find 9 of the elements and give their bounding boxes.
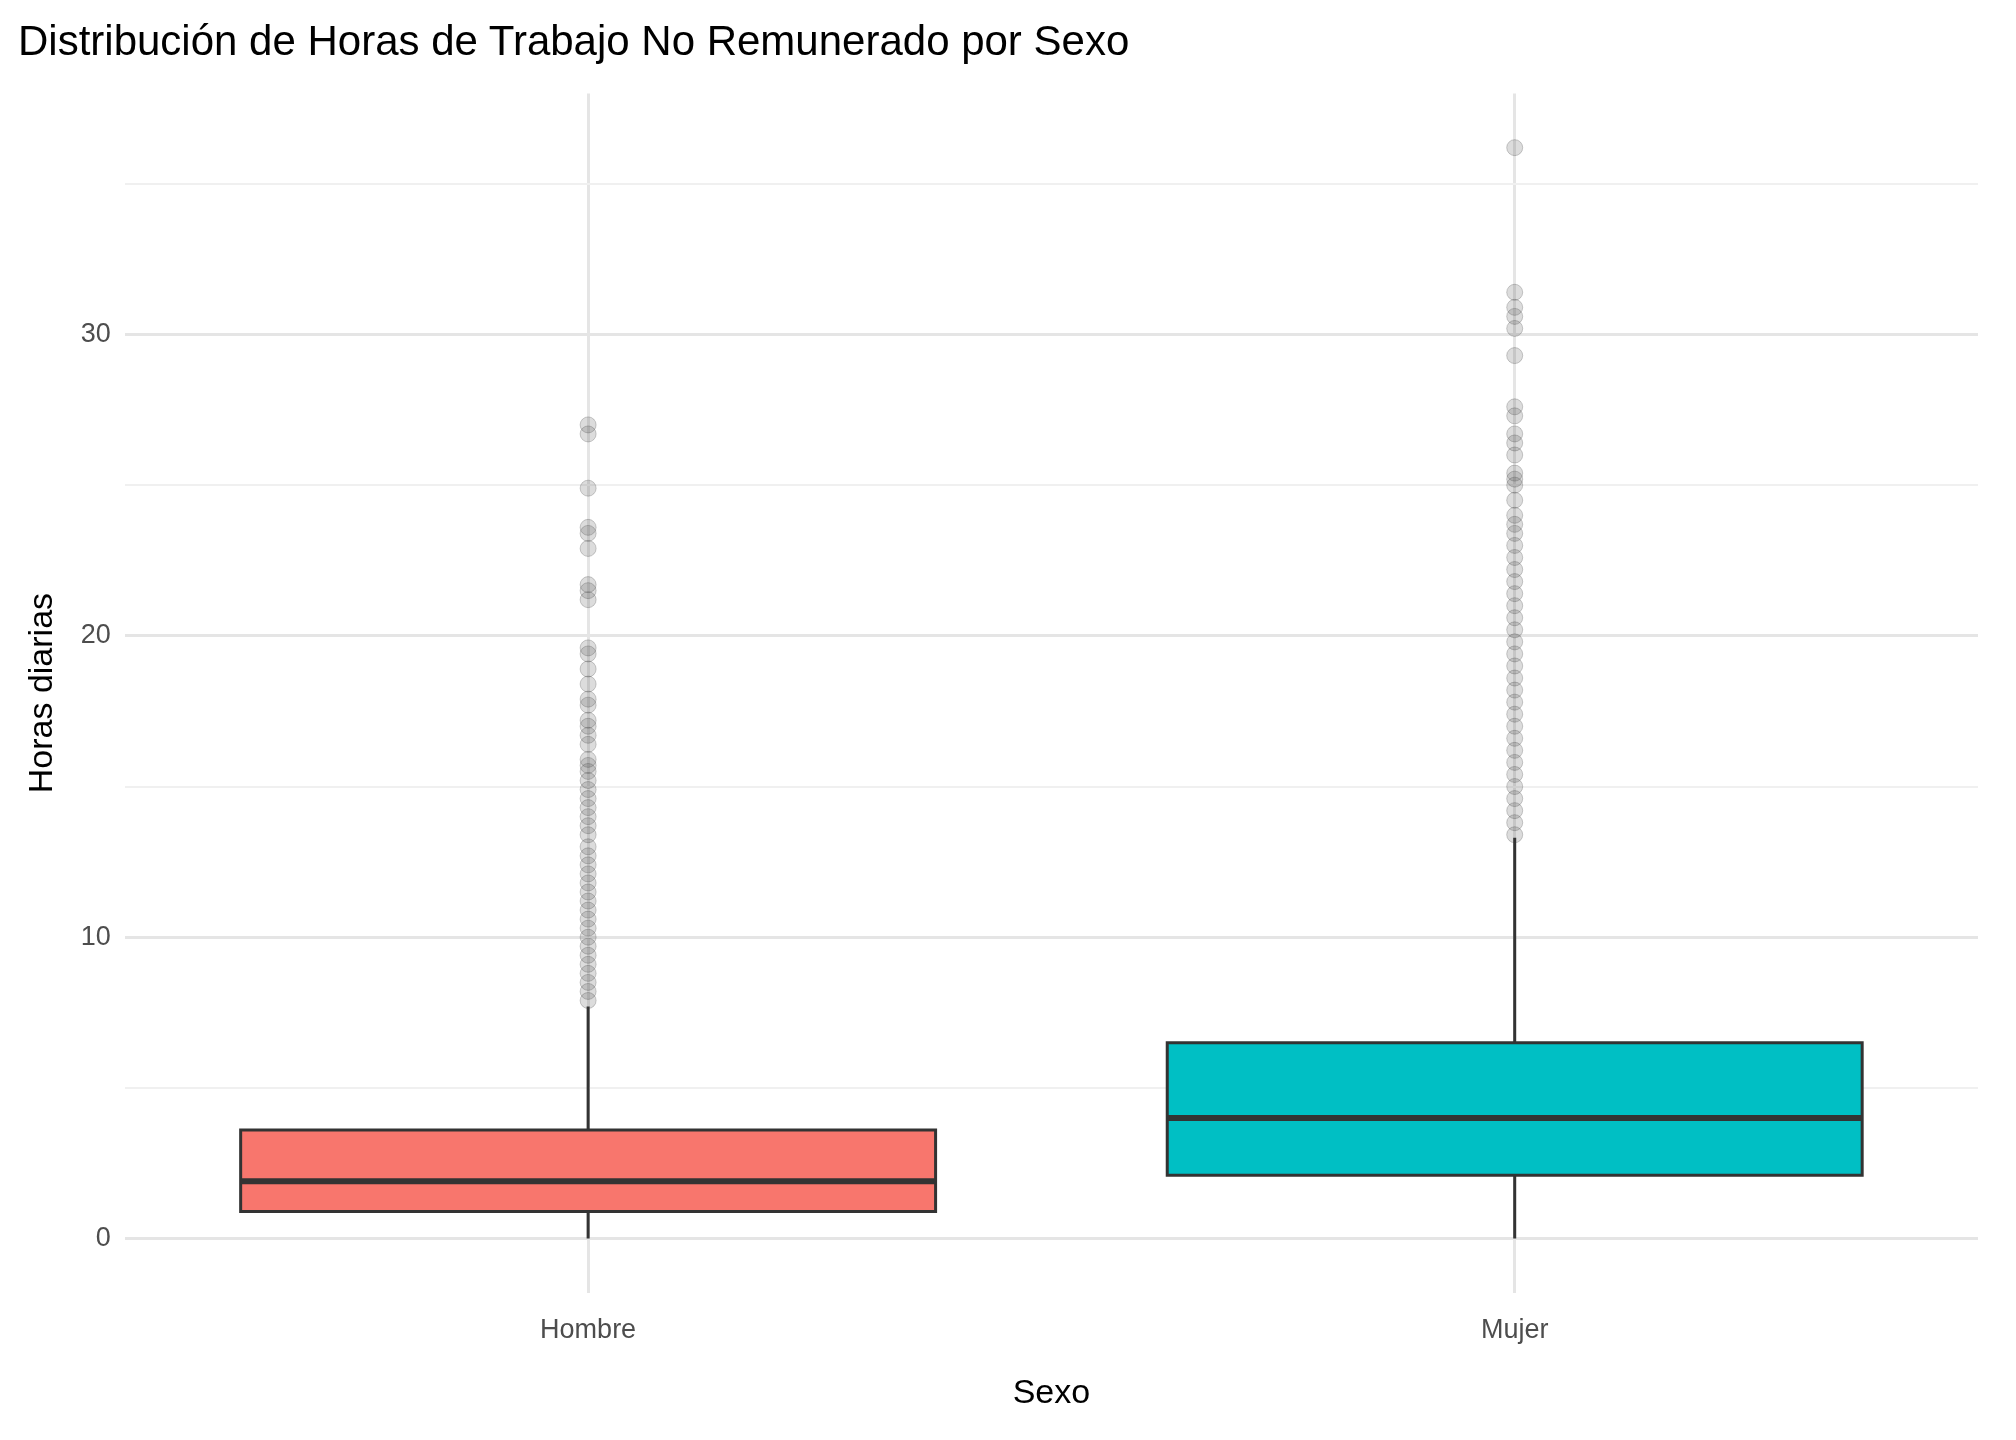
y-tick-label: 20 xyxy=(80,619,111,650)
y-tick-label: 10 xyxy=(80,920,111,951)
chart-title: Distribución de Horas de Trabajo No Remunerado por Sexo xyxy=(18,16,1130,64)
y-axis-title: Horas diarias xyxy=(20,592,59,794)
y-tick-label: 0 xyxy=(95,1222,111,1253)
y-tick-label: 30 xyxy=(80,317,111,348)
x-axis-title: Sexo xyxy=(1012,1371,1091,1410)
x-tick-label: Hombre xyxy=(540,1314,637,1345)
x-tick-label: Mujer xyxy=(1480,1314,1549,1345)
